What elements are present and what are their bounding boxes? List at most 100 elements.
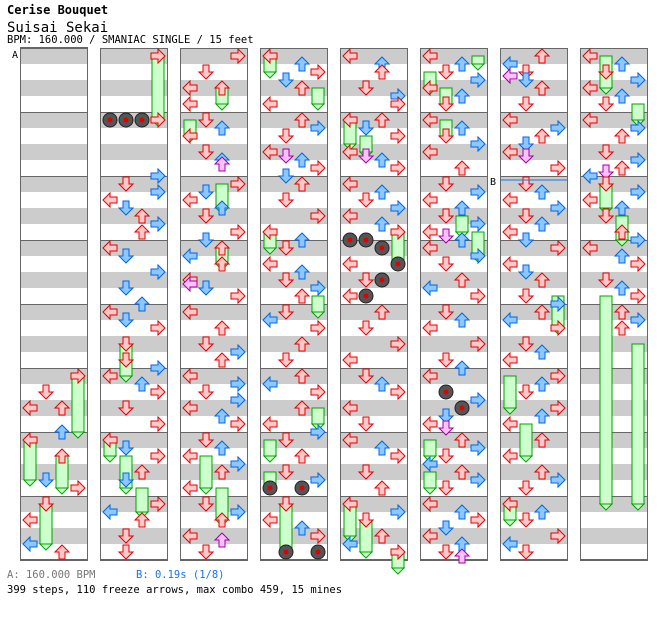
beat-stripe xyxy=(180,336,248,352)
arrow-right xyxy=(70,367,86,385)
arrow-left xyxy=(182,275,198,293)
beat-stripe xyxy=(260,240,328,256)
arrow-left xyxy=(262,415,278,433)
beat-stripe xyxy=(260,208,328,224)
arrow-down xyxy=(517,336,535,352)
arrow-down xyxy=(597,176,615,192)
chart-column xyxy=(500,48,568,561)
arrow-right xyxy=(630,231,646,249)
arrow-right xyxy=(390,127,406,145)
beat-stripe xyxy=(340,464,408,480)
arrow-down xyxy=(197,432,215,448)
beat-stripe xyxy=(20,304,88,320)
beat-stripe xyxy=(420,368,488,384)
arrow-right xyxy=(310,423,326,441)
beat-stripe xyxy=(100,496,168,512)
arrow-left xyxy=(342,287,358,305)
beat-stripe xyxy=(420,144,488,160)
arrow-right xyxy=(230,175,246,193)
arrow-up xyxy=(453,360,471,376)
freeze-tail xyxy=(54,487,70,495)
arrow-left xyxy=(102,239,118,257)
arrow-left xyxy=(182,447,198,465)
beat-stripe xyxy=(340,176,408,192)
beat-stripe xyxy=(100,272,168,288)
arrow-left xyxy=(422,495,438,513)
chart-column xyxy=(20,48,88,561)
beat-stripe xyxy=(20,528,88,544)
beat-stripe xyxy=(420,400,488,416)
arrow-up xyxy=(213,120,231,136)
beat-stripe xyxy=(20,400,88,416)
arrow-left xyxy=(182,79,198,97)
beat-stripe xyxy=(340,528,408,544)
chart-column xyxy=(340,47,408,575)
arrow-right xyxy=(230,287,246,305)
arrow-down xyxy=(437,228,455,244)
arrow-left xyxy=(262,95,278,113)
beat-stripe xyxy=(340,496,408,512)
arrow-right xyxy=(630,151,646,169)
arrow-down xyxy=(597,272,615,288)
beat-stripe xyxy=(500,304,568,320)
freeze-tail xyxy=(198,487,214,495)
freeze-body xyxy=(151,55,165,121)
arrow-right xyxy=(390,199,406,217)
arrow-left xyxy=(582,191,598,209)
arrow-up xyxy=(613,88,631,104)
arrow-left xyxy=(102,367,118,385)
arrow-up xyxy=(613,320,631,336)
arrow-up xyxy=(453,464,471,480)
beat-stripe xyxy=(580,368,648,384)
freeze-body xyxy=(455,215,469,233)
arrow-down xyxy=(117,528,135,544)
beat-stripe xyxy=(500,464,568,480)
beat-stripe xyxy=(20,208,88,224)
arrow-left xyxy=(102,503,118,521)
beat-stripe xyxy=(580,112,648,128)
beat-stripe xyxy=(20,144,88,160)
beat-stripe xyxy=(180,80,248,96)
freeze-tail xyxy=(502,519,518,527)
arrow-down xyxy=(197,336,215,352)
mine-core xyxy=(347,237,353,243)
arrow-down xyxy=(517,264,535,280)
beat-stripe xyxy=(180,368,248,384)
arrow-down xyxy=(277,496,295,512)
arrow-right xyxy=(630,255,646,273)
arrow-up xyxy=(373,440,391,456)
arrow-down xyxy=(277,432,295,448)
arrow-down xyxy=(197,112,215,128)
arrow-right xyxy=(550,199,566,217)
arrow-up xyxy=(213,200,231,216)
freeze-body xyxy=(519,423,533,457)
beat-stripe xyxy=(180,528,248,544)
arrow-right xyxy=(310,279,326,297)
beat-stripe xyxy=(180,48,248,64)
column-border xyxy=(420,48,488,560)
beat-stripe xyxy=(100,400,168,416)
arrow-down xyxy=(517,136,535,152)
arrow-right xyxy=(470,71,486,89)
arrow-down xyxy=(517,208,535,224)
beat-stripe xyxy=(100,528,168,544)
arrow-left xyxy=(342,431,358,449)
arrow-down xyxy=(197,64,215,80)
chart-column xyxy=(420,47,488,564)
beat-stripe xyxy=(260,304,328,320)
beat-stripe xyxy=(340,80,408,96)
freeze-body xyxy=(599,295,613,505)
arrow-right xyxy=(390,543,406,561)
arrow-up xyxy=(373,64,391,80)
arrow-down xyxy=(597,96,615,112)
arrow-down xyxy=(517,480,535,496)
beat-stripe xyxy=(100,368,168,384)
beat-stripe xyxy=(580,272,648,288)
arrow-up xyxy=(293,448,311,464)
beat-stripe xyxy=(580,240,648,256)
beat-stripe xyxy=(340,272,408,288)
arrow-up xyxy=(533,48,551,64)
beat-stripe xyxy=(340,304,408,320)
arrow-left xyxy=(342,207,358,225)
beat-stripe xyxy=(420,336,488,352)
